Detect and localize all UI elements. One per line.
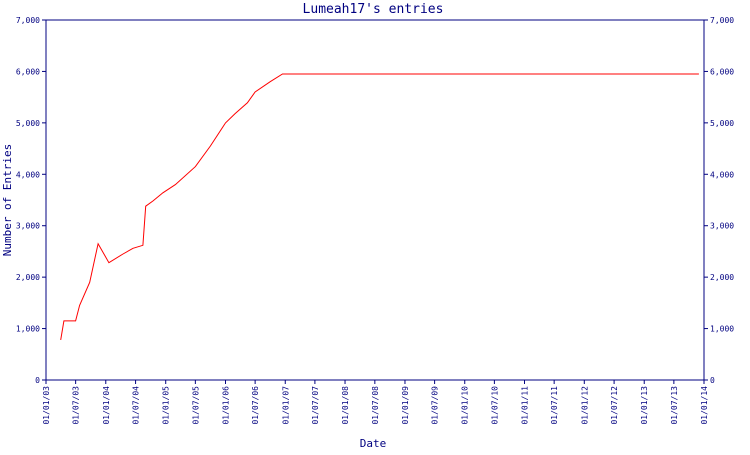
y-tick-label-left: 7,000 (16, 16, 40, 25)
y-tick-label-right: 7,000 (710, 16, 734, 25)
x-tick-label: 01/07/04 (132, 386, 141, 425)
x-tick-label: 01/01/10 (461, 386, 470, 425)
y-tick-label-left: 0 (35, 376, 40, 385)
y-tick-label-left: 1,000 (16, 325, 40, 334)
x-tick-label: 01/01/07 (281, 386, 290, 425)
axes-layer: 0 0 1,000 1,000 2,000 2,000 3,000 3,000 4,000 4,0… (16, 16, 734, 425)
x-tick-label: 01/01/03 (42, 386, 51, 425)
y-tick-label-right: 2,000 (710, 273, 734, 282)
x-tick-label: 01/01/06 (221, 386, 230, 425)
x-tick-label: 01/07/05 (191, 386, 200, 425)
x-tick-label: 01/01/04 (102, 386, 111, 425)
x-tick-label: 01/07/13 (670, 386, 679, 425)
y-axis-title: Number of Entries (1, 144, 14, 257)
x-tick-label: 01/07/08 (371, 386, 380, 425)
y-tick-label-right: 3,000 (710, 222, 734, 231)
y-tick-label-left: 4,000 (16, 170, 40, 179)
chart-title: Lumeah17's entries (303, 2, 444, 17)
y-tick-label-left: 6,000 (16, 67, 40, 76)
x-tick-label: 01/01/13 (640, 386, 649, 425)
x-tick-label: 01/07/03 (72, 386, 81, 425)
x-tick-label: 01/01/11 (521, 386, 530, 425)
y-tick-label-right: 1,000 (710, 325, 734, 334)
x-tick-label: 01/01/05 (162, 386, 171, 425)
series-layer (60, 73, 699, 340)
x-tick-label: 01/07/06 (251, 386, 260, 425)
y-tick-label-right: 5,000 (710, 119, 734, 128)
y-tick-label-right: 4,000 (710, 170, 734, 179)
x-axis-title: Date (360, 437, 387, 450)
x-tick-label: 01/07/12 (610, 386, 619, 425)
series-line (60, 73, 699, 340)
x-tick-label: 01/07/09 (431, 386, 440, 425)
x-tick-label: 01/01/14 (700, 386, 709, 425)
x-tick-label: 01/07/07 (311, 386, 320, 425)
x-tick-label: 01/01/08 (341, 386, 350, 425)
x-tick-label: 01/01/12 (580, 386, 589, 425)
y-tick-label-right: 6,000 (710, 67, 734, 76)
x-tick-label: 01/01/09 (401, 386, 410, 425)
y-tick-label-left: 2,000 (16, 273, 40, 282)
x-tick-label: 01/07/10 (490, 386, 499, 425)
x-tick-label: 01/07/11 (550, 386, 559, 425)
y-tick-label-left: 5,000 (16, 119, 40, 128)
y-tick-label-right: 0 (710, 376, 715, 385)
y-tick-label-left: 3,000 (16, 222, 40, 231)
